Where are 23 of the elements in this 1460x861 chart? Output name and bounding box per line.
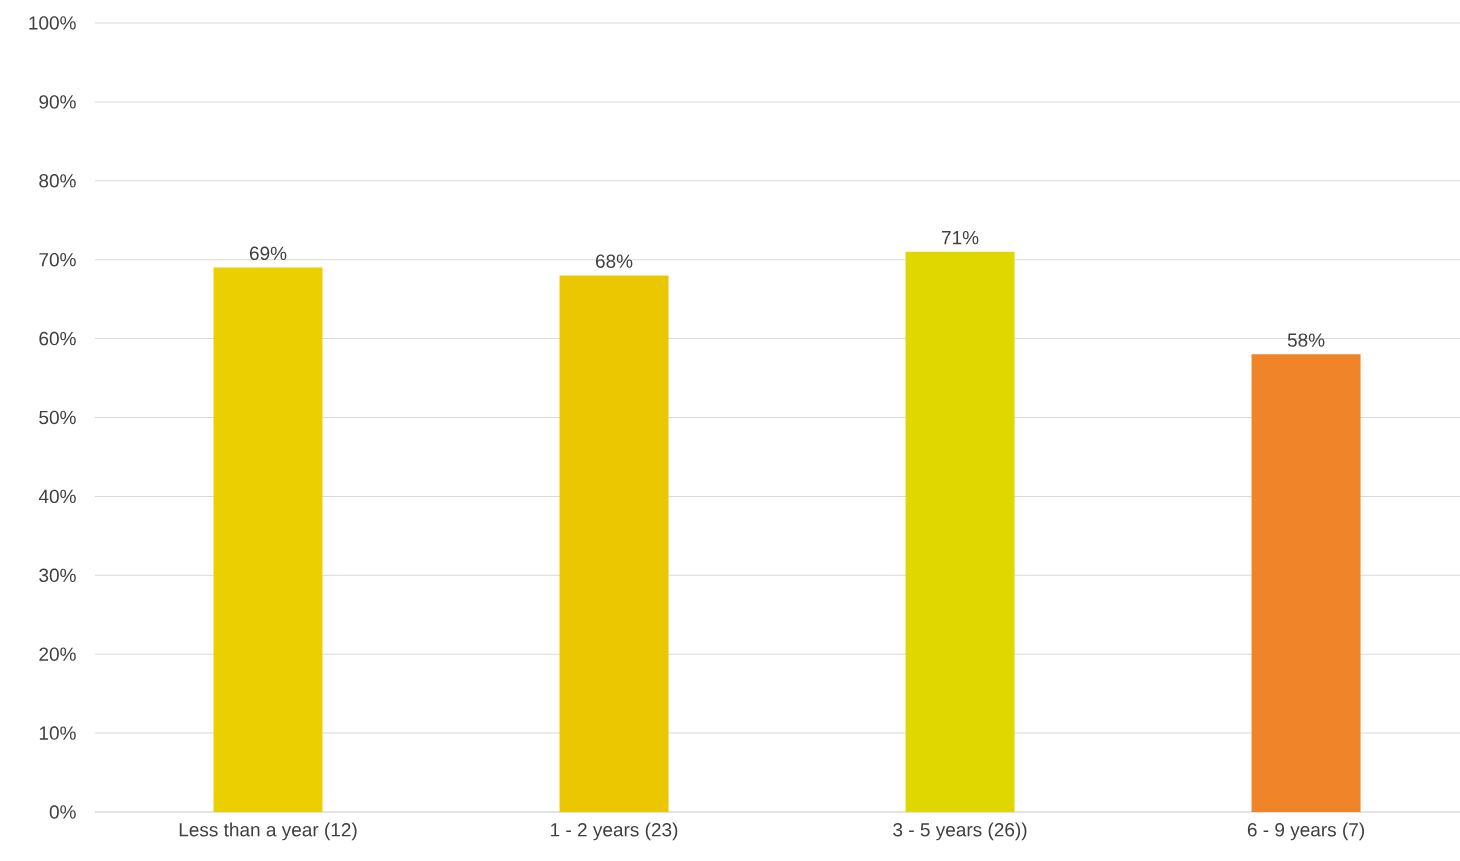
bar bbox=[905, 251, 1015, 812]
x-tick-label: 3 - 5 years (26)) bbox=[893, 822, 1027, 841]
y-tick-label: 80% bbox=[39, 174, 76, 188]
x-tick-label: 6 - 9 years (7) bbox=[1247, 822, 1364, 841]
x-tick-label: 1 - 2 years (23) bbox=[551, 822, 678, 841]
y-tick-label: 0% bbox=[49, 805, 76, 819]
bar bbox=[213, 267, 323, 812]
bar bbox=[559, 275, 669, 812]
y-tick-label: 10% bbox=[39, 726, 76, 740]
data-label: 69% bbox=[249, 246, 287, 261]
y-tick-label: 50% bbox=[39, 410, 76, 425]
y-tick-label: 30% bbox=[39, 568, 76, 583]
data-label: 58% bbox=[1287, 333, 1325, 347]
x-tick-label: Less than a year (12) bbox=[179, 822, 357, 841]
y-tick-label: 60% bbox=[39, 331, 76, 346]
y-tick-label: 100% bbox=[29, 16, 76, 30]
y-tick-label: 90% bbox=[39, 95, 76, 109]
bar bbox=[1251, 354, 1361, 812]
data-label: 71% bbox=[942, 230, 979, 245]
data-label: 68% bbox=[595, 254, 633, 268]
y-tick-label: 70% bbox=[39, 252, 76, 267]
y-tick-label: 20% bbox=[39, 647, 76, 661]
y-tick-label: 40% bbox=[38, 489, 76, 504]
